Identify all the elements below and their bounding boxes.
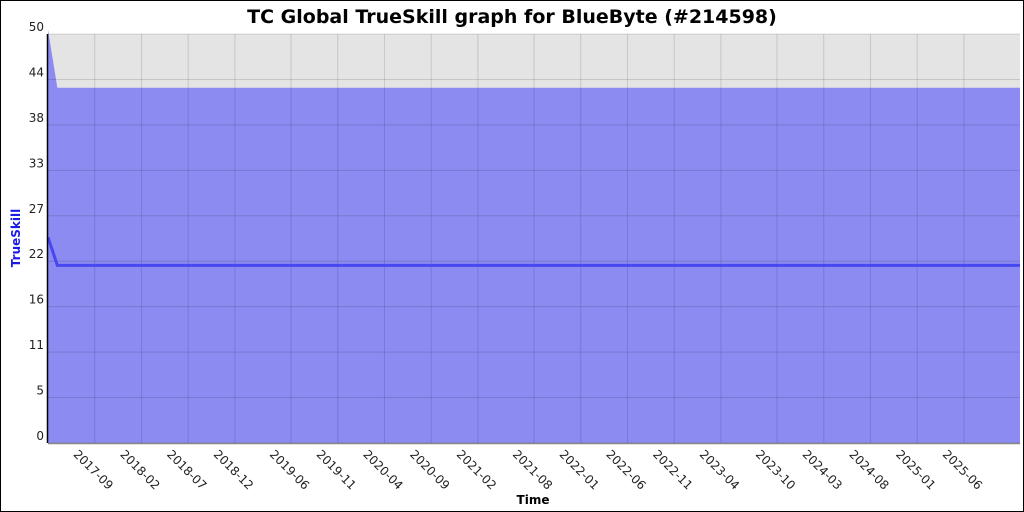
x-tick-label: 2019-06 [267, 447, 312, 492]
y-tick-label: 22 [29, 247, 44, 261]
x-tick-label: 2024-08 [846, 447, 891, 492]
uncertainty-band [48, 29, 1020, 444]
x-tick-label: 2025-01 [893, 447, 938, 492]
y-tick-label: 44 [29, 65, 44, 79]
x-tick-label: 2018-12 [211, 447, 256, 492]
chart-title: TC Global TrueSkill graph for BlueByte (… [247, 6, 777, 28]
x-tick-label: 2024-03 [800, 447, 845, 492]
y-tick-label: 50 [29, 20, 44, 34]
y-axis-label: TrueSkill [9, 209, 23, 267]
trueskill-line [46, 236, 1020, 267]
x-tick-label: 2020-04 [360, 447, 405, 492]
y-tick-label: 16 [29, 293, 44, 307]
x-tick-label: 2019-11 [314, 447, 359, 492]
y-tick-label: 33 [29, 156, 44, 170]
x-axis-label: Time [517, 493, 550, 507]
x-tick-label: 2017-09 [71, 447, 116, 492]
y-tick-label: 0 [36, 429, 44, 443]
y-tick-label: 5 [36, 384, 44, 398]
x-tick-label: 2018-07 [164, 447, 209, 492]
y-tick-label: 11 [29, 338, 44, 352]
x-tick-label: 2020-09 [407, 447, 452, 492]
x-tick-label: 2022-11 [650, 447, 695, 492]
x-tick-label: 2018-02 [117, 447, 162, 492]
x-tick-label: 2021-02 [454, 447, 499, 492]
y-tick-label: 38 [29, 111, 44, 125]
x-tick-label: 2022-06 [603, 447, 648, 492]
x-tick-label: 2025-06 [940, 447, 985, 492]
x-tick-label: 2021-08 [510, 447, 555, 492]
x-tick-label: 2023-04 [697, 447, 742, 492]
x-tick-label: 2022-01 [557, 447, 602, 492]
y-tick-label: 27 [29, 202, 44, 216]
x-tick-label: 2023-10 [753, 447, 798, 492]
